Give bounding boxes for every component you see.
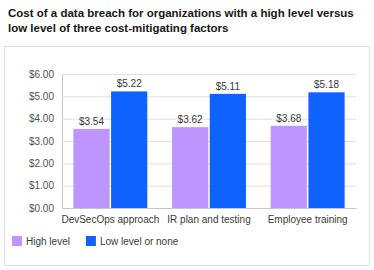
y-tick-label: $5.00: [29, 91, 54, 102]
data-label: $5.22: [117, 78, 142, 89]
x-axis: DevSecOps approach IR plan and testing Emp…: [61, 208, 356, 225]
bar: [111, 91, 147, 208]
bar: [308, 92, 344, 208]
data-label: $5.11: [216, 81, 241, 92]
grid-line: [62, 74, 356, 75]
bars: [73, 91, 344, 208]
x-tick-label: Employee training: [268, 214, 348, 225]
bar: [271, 126, 307, 208]
bar: [73, 129, 109, 208]
legend-label: High level: [26, 236, 70, 247]
chart: Cost of a data breach for organizations …: [0, 0, 374, 270]
x-tick: IR plan and testing: [167, 208, 250, 225]
data-labels: $3.54 $3.62 $3.68 $5.22 $5.11 $5.18: [79, 78, 340, 127]
y-tick-label: $2.00: [29, 158, 54, 169]
data-label: $3.68: [276, 113, 301, 124]
y-tick-label: $3.00: [29, 136, 54, 147]
bar: [172, 127, 208, 208]
grid-line: [62, 208, 356, 209]
y-tick: $6.00: [29, 69, 356, 80]
legend: High level Low level or none: [12, 236, 179, 247]
y-tick: $5.00: [29, 91, 356, 102]
y-tick-label: $1.00: [29, 180, 54, 191]
x-axis-line: [63, 208, 357, 209]
data-label: $3.62: [178, 114, 203, 125]
y-tick-label: $0.00: [29, 203, 54, 214]
x-tick: Employee training: [268, 208, 348, 225]
x-tick-label: DevSecOps approach: [61, 214, 159, 225]
x-tick-label: IR plan and testing: [167, 214, 250, 225]
x-tick: DevSecOps approach: [61, 208, 159, 225]
y-tick-label: $4.00: [29, 113, 54, 124]
legend-swatch: [86, 236, 96, 246]
legend-swatch: [12, 236, 22, 246]
legend-label: Low level or none: [100, 236, 179, 247]
data-label: $5.18: [314, 79, 339, 90]
panel-frame: [5, 47, 370, 266]
data-label: $3.54: [79, 116, 104, 127]
title: Cost of a data breach for organizations …: [8, 7, 354, 34]
bar: [210, 94, 246, 208]
y-axis: $0.00 $1.00 $2.00 $3.00 $4.00 $5.00 $6.00: [29, 69, 356, 214]
y-tick-label: $6.00: [29, 69, 54, 80]
